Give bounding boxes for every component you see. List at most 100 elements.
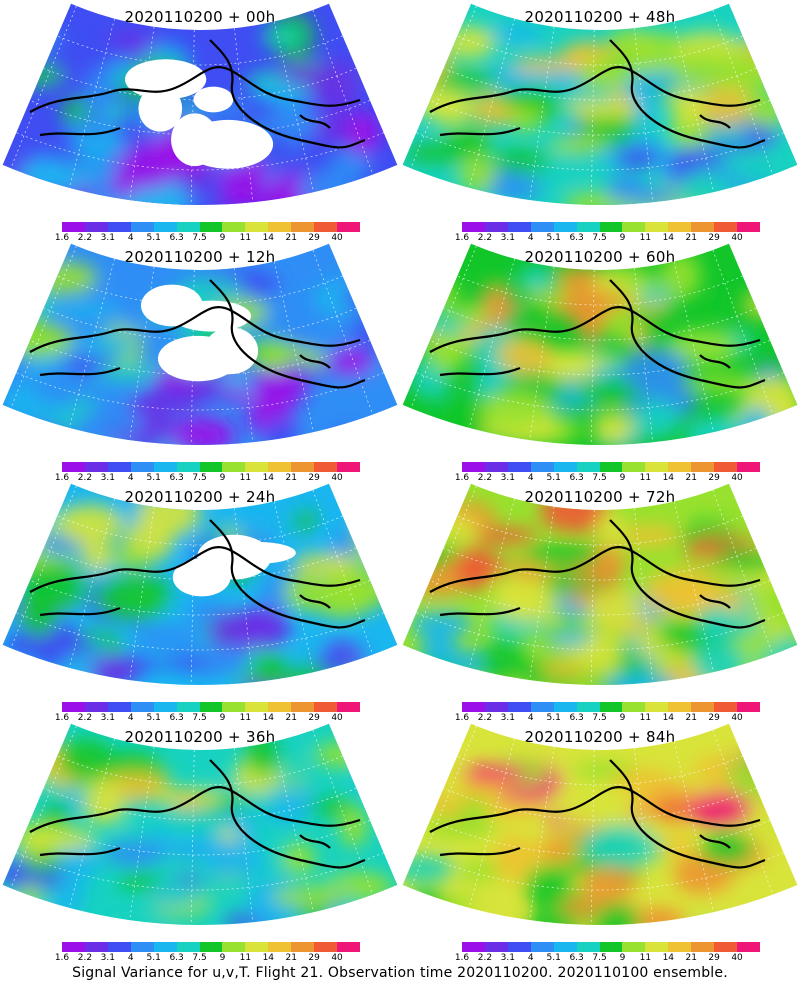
colorbar-label: 40 [331,233,343,243]
colorbar-label: 7.5 [192,953,207,963]
colorbar-label: 29 [308,713,320,723]
variance-map [402,243,798,445]
map-panel-36h: 2020110200 + 36h 1.6 2.2 3.1 4 5.1 6.3 7.5 9 11 1… [0,720,400,968]
colorbar-label: 21 [285,473,297,483]
colorbar-label: 5.1 [146,713,161,723]
colorbar-label: 5.1 [546,233,561,243]
colorbar-swatch [84,942,108,952]
colorbar-label: 1.6 [54,953,70,963]
colorbar-label: 7.5 [592,953,607,963]
colorbar-swatch [337,462,360,472]
colorbar-swatch [153,462,177,472]
colorbar-swatch [222,942,246,952]
colorbar-label: 3.1 [100,473,116,483]
colorbar-swatch [199,942,223,952]
colorbar-swatch [484,462,508,472]
colorbar-swatch [462,222,485,232]
colorbar-swatch [622,942,646,952]
colorbar-label: 21 [285,953,297,963]
colorbar-swatch [62,222,85,232]
colorbar-label: 3.1 [100,953,116,963]
colorbar-swatch [62,702,85,712]
variance-map [402,3,798,205]
colorbar-label: 14 [262,473,275,483]
variance-map [402,483,798,685]
map-panel-72h: 2020110200 + 72h 1.6 2.2 3.1 4 5.1 6.3 7.5 9 11 1… [400,480,800,728]
panel-title: 2020110200 + 00h [124,8,276,26]
colorbar: 1.6 2.2 3.1 4 5.1 6.3 7.5 9 11 14 21 29 40 [55,702,360,726]
colorbar-swatch [645,222,669,232]
colorbar-label: 14 [662,953,675,963]
colorbar: 1.6 2.2 3.1 4 5.1 6.3 7.5 9 11 14 21 29 40 [55,942,360,966]
colorbar-swatch [553,222,577,232]
colorbar-swatch [714,942,738,952]
colorbar-swatch [199,222,223,232]
colorbar-swatch [576,462,600,472]
panel-title: 2020110200 + 84h [524,728,676,746]
colorbar-swatch [668,942,692,952]
colorbar-label: 21 [285,233,297,243]
colorbar-label: 40 [331,473,343,483]
colorbar-swatch [553,462,577,472]
colorbar-label: 40 [731,713,743,723]
colorbar-label: 21 [685,473,697,483]
colorbar-swatch [268,462,292,472]
colorbar-swatch [645,702,669,712]
colorbar-label: 3.1 [500,233,516,243]
colorbar-swatch [153,702,177,712]
colorbar-swatch [130,222,154,232]
colorbar-swatch [245,942,269,952]
panel-title: 2020110200 + 72h [524,488,676,506]
colorbar-label: 2.2 [477,953,493,963]
colorbar-label: 21 [685,713,697,723]
colorbar: 1.6 2.2 3.1 4 5.1 6.3 7.5 9 11 14 21 29 40 [455,942,760,966]
colorbar-label: 6.3 [569,233,584,243]
colorbar-label: 7.5 [192,473,207,483]
colorbar-label: 1.6 [54,233,70,243]
colorbar-label: 11 [239,953,252,963]
colorbar-swatch [153,942,177,952]
colorbar-swatch [222,702,246,712]
colorbar-label: 14 [262,233,275,243]
colorbar-swatch [576,222,600,232]
colorbar-swatch [176,702,200,712]
colorbar-label: 40 [331,713,343,723]
map-panel-00h: 2020110200 + 00h 1.6 2.2 3.1 4 5.1 6.3 7.5 9 11 1… [0,0,400,248]
colorbar-swatch [507,462,531,472]
colorbar-swatch [530,462,554,472]
colorbar-swatch [530,702,554,712]
colorbar-swatch [645,942,669,952]
colorbar-swatch [291,702,315,712]
colorbar-label: 5.1 [146,953,161,963]
colorbar-swatch [737,702,760,712]
colorbar-label: 9 [219,953,226,963]
colorbar-label: 1.6 [54,473,70,483]
colorbar-label: 40 [731,473,743,483]
panel-title: 2020110200 + 12h [124,248,276,266]
colorbar-label: 14 [662,713,675,723]
colorbar-label: 1.6 [454,953,470,963]
colorbar-label: 11 [639,473,652,483]
colorbar-swatch [291,942,315,952]
colorbar-swatch [714,222,738,232]
colorbar-label: 11 [639,953,652,963]
colorbar-label: 14 [262,713,275,723]
colorbar-swatch [84,222,108,232]
colorbar-label: 2.2 [477,713,493,723]
colorbar-label: 4 [527,473,534,483]
colorbar-label: 4 [127,713,134,723]
colorbar-swatch [153,222,177,232]
colorbar-label: 2.2 [77,713,93,723]
colorbar-label: 9 [619,953,626,963]
colorbar-label: 6.3 [169,473,184,483]
colorbar-swatch [599,702,623,712]
colorbar-swatch [507,222,531,232]
map-panel-12h: 2020110200 + 12h 1.6 2.2 3.1 4 5.1 6.3 7.5 9 11 1… [0,240,400,488]
colorbar-label: 5.1 [146,473,161,483]
colorbar: 1.6 2.2 3.1 4 5.1 6.3 7.5 9 11 14 21 29 40 [55,222,360,246]
colorbar-swatch [484,222,508,232]
colorbar-swatch [62,942,85,952]
colorbar-swatch [530,222,554,232]
colorbar-swatch [507,942,531,952]
colorbar-label: 1.6 [454,713,470,723]
